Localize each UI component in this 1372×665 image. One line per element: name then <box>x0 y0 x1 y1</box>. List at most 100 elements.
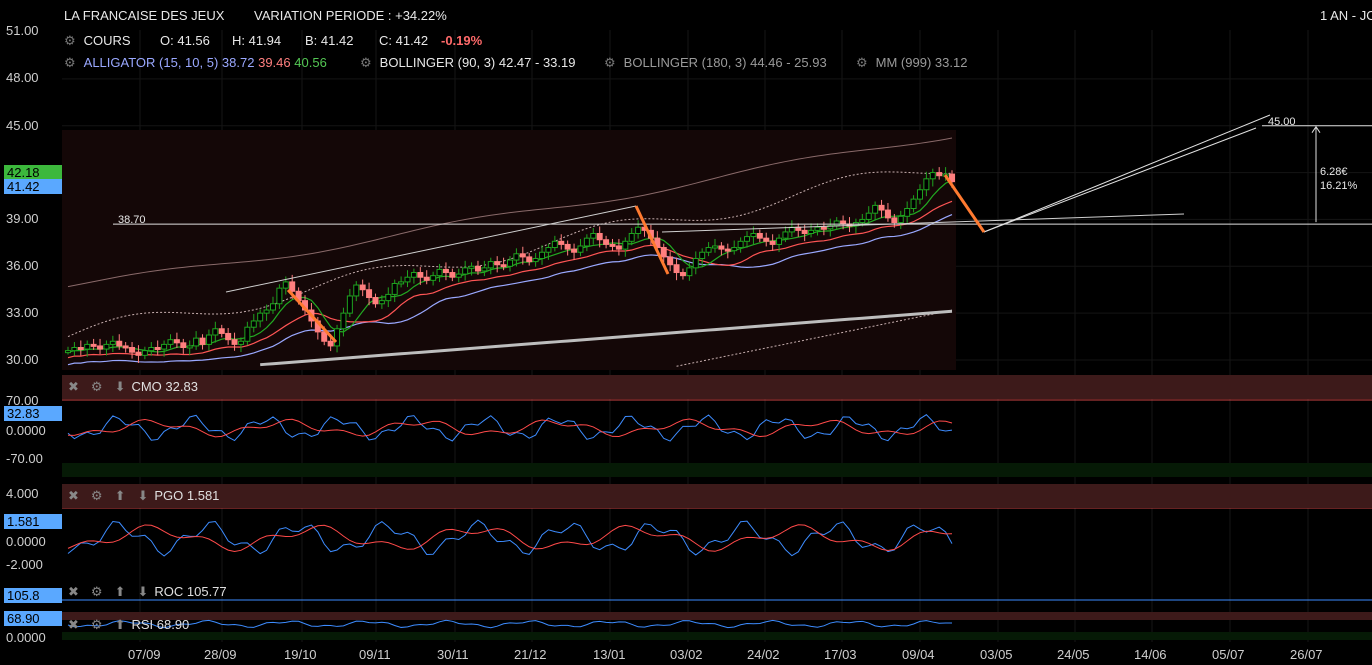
candle-body <box>583 237 590 247</box>
arrow-up-icon[interactable]: ⬆ <box>114 584 126 599</box>
candle-body <box>737 240 744 249</box>
candle-body <box>90 343 97 347</box>
bollinger180-label: BOLLINGER (180, 3) 44.46 - 25.93 <box>623 55 827 70</box>
candle-body <box>468 265 475 269</box>
x-tick-label: 13/01 <box>593 647 626 662</box>
candle-body <box>705 247 712 253</box>
rsi-y-label: 0.0000 <box>6 630 46 645</box>
y-tick-label: 30.00 <box>6 352 39 367</box>
candle-body <box>378 300 385 305</box>
candle-body <box>359 284 366 291</box>
candle-body <box>289 281 296 292</box>
bollinger90-upper <box>67 171 953 338</box>
y-tick-label: 33.00 <box>6 305 39 320</box>
band-area <box>62 130 956 370</box>
close-icon[interactable]: ✖ <box>68 584 79 599</box>
candle-body <box>372 297 379 305</box>
arrow-down-icon[interactable]: ⬇ <box>114 379 126 394</box>
x-tick-label: 05/07 <box>1212 647 1245 662</box>
candle-body <box>430 275 437 281</box>
alligator-legend[interactable]: ⚙ ALLIGATOR (15, 10, 5) 38.72 39.46 40.56 <box>64 55 327 71</box>
open-value: O: 41.56 <box>160 33 210 48</box>
candle-body <box>500 264 507 268</box>
arrow-up-icon[interactable]: ⬆ <box>114 617 126 632</box>
close-icon[interactable]: ✖ <box>68 488 79 503</box>
mm999-legend[interactable]: ⚙ MM (999) 33.12 <box>856 55 967 71</box>
rsi-lower-zone <box>62 632 1372 640</box>
candle-body <box>820 226 827 230</box>
x-tick-label: 09/11 <box>359 647 391 662</box>
candle-body <box>218 328 225 334</box>
candle-body <box>199 337 206 345</box>
candle-body <box>385 293 392 302</box>
cmo-label: CMO 32.83 <box>131 379 198 394</box>
candle-body <box>346 295 353 314</box>
candle-body <box>564 243 571 250</box>
candle-body <box>205 334 212 345</box>
y-tick-label: 39.00 <box>6 211 39 226</box>
candle-body <box>628 232 635 242</box>
gear-icon[interactable]: ⚙ <box>90 379 103 394</box>
candle-body <box>244 326 251 342</box>
cmo-y-label: 0.0000 <box>6 423 46 438</box>
candle-body <box>321 331 328 342</box>
candle-body <box>173 339 180 344</box>
bollinger90-legend[interactable]: ⚙ BOLLINGER (90, 3) 42.47 - 33.19 <box>360 55 575 71</box>
x-tick-label: 03/02 <box>670 647 703 662</box>
candle-body <box>436 268 443 277</box>
y-tick-label: 51.00 <box>6 23 39 38</box>
cmo-panel-bar: ✖ ⚙ ⬇ CMO 32.83 <box>62 375 1372 399</box>
candle-body <box>545 247 552 253</box>
x-tick-label: 19/10 <box>284 647 317 662</box>
pgo-y-label: 4.000 <box>6 486 39 501</box>
gear-icon[interactable]: ⚙ <box>90 488 103 503</box>
candle-body <box>327 340 334 347</box>
arrow-down-icon[interactable]: ⬇ <box>137 488 149 503</box>
candle-body <box>776 237 783 245</box>
candle-body <box>237 340 244 345</box>
candle-body <box>808 229 815 234</box>
candle-body <box>884 209 891 219</box>
gear-icon[interactable]: ⚙ <box>856 55 868 70</box>
gear-icon[interactable]: ⚙ <box>90 584 103 599</box>
bollinger90-label: BOLLINGER (90, 3) 42.47 - 33.19 <box>379 55 576 70</box>
rsi-value-tag: 68.90 <box>4 611 62 626</box>
x-tick-label: 26/07 <box>1290 647 1323 662</box>
candle-body <box>129 347 136 353</box>
candle-body <box>801 229 808 234</box>
candle-body <box>282 281 289 289</box>
gear-icon[interactable]: ⚙ <box>604 55 616 70</box>
candle-body <box>763 237 770 242</box>
close-icon[interactable]: ✖ <box>68 379 79 394</box>
x-tick-label: 07/09 <box>128 647 161 662</box>
candle-body <box>65 350 71 354</box>
gear-icon[interactable]: ⚙ <box>90 617 103 632</box>
candle-body <box>154 347 161 351</box>
x-tick-label: 14/06 <box>1134 647 1167 662</box>
candle-body <box>250 320 257 328</box>
candle-body <box>667 256 674 266</box>
arrow-up-icon[interactable]: ⬆ <box>114 488 126 503</box>
gear-icon[interactable]: ⚙ <box>64 33 76 48</box>
candle-body <box>353 284 360 297</box>
arrow-down-icon[interactable]: ⬇ <box>137 584 149 599</box>
candle-body <box>519 253 526 258</box>
candle-body <box>673 264 680 274</box>
projection-line <box>983 114 1271 233</box>
roc-value-tag: 105.8 <box>4 588 62 603</box>
candle-body <box>276 287 283 305</box>
bollinger180-legend[interactable]: ⚙ BOLLINGER (180, 3) 44.46 - 25.93 <box>604 55 827 71</box>
candle-body <box>660 247 667 258</box>
pgo-signal <box>67 524 953 552</box>
gear-icon[interactable]: ⚙ <box>64 55 76 70</box>
candle-body <box>596 232 603 241</box>
candle-body <box>603 239 610 245</box>
candle-body <box>167 339 174 345</box>
period-selector[interactable]: 1 AN - JO <box>1320 8 1372 23</box>
cours-label: COURS <box>83 33 131 48</box>
gear-icon[interactable]: ⚙ <box>360 55 372 70</box>
close-icon[interactable]: ✖ <box>68 617 79 632</box>
alligator-teeth <box>67 200 953 359</box>
candle-body <box>782 231 789 239</box>
